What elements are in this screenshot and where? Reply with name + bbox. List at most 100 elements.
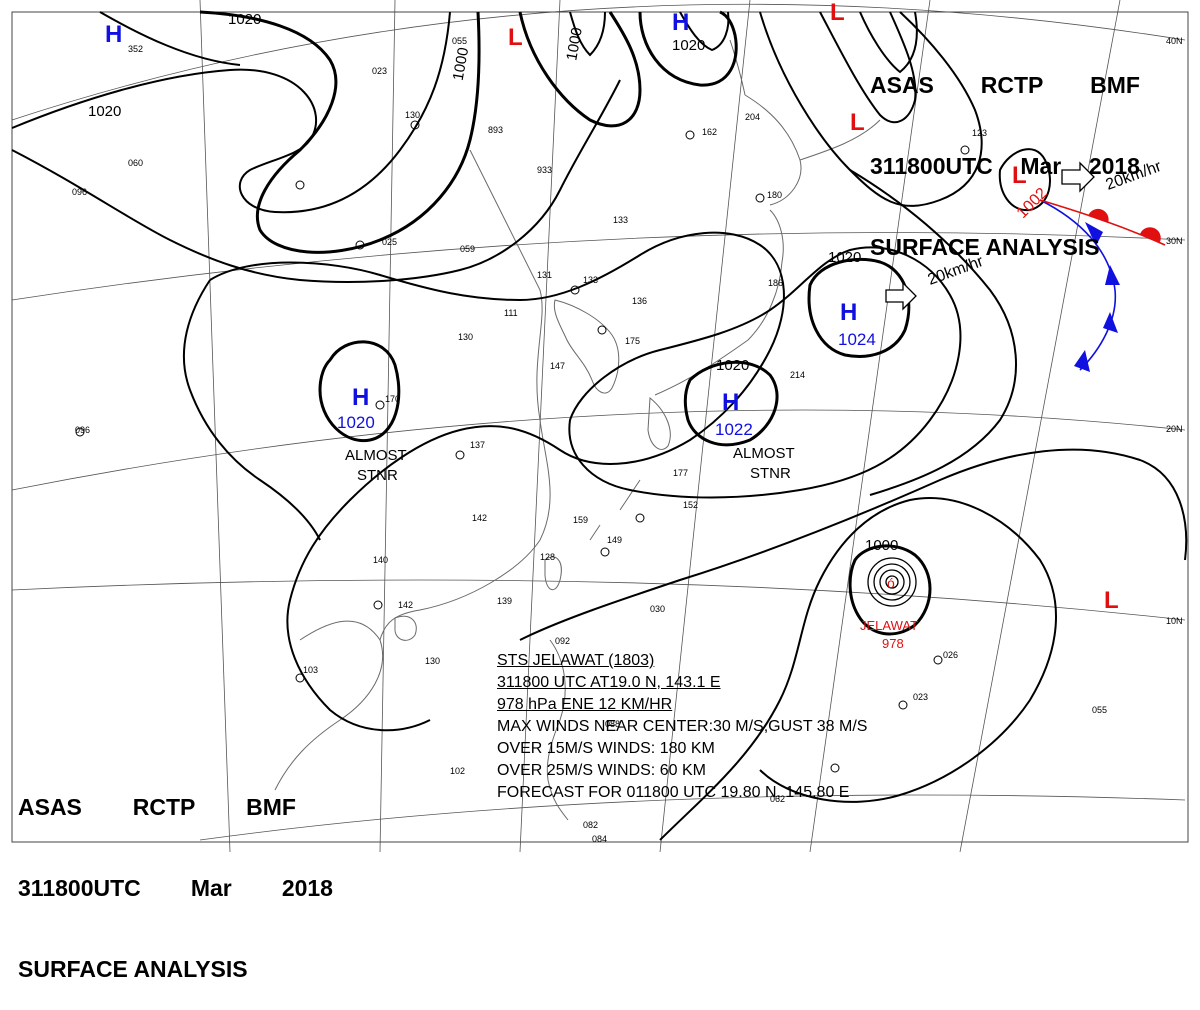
movement-arrow-icon [1061, 161, 1095, 193]
header-line1: ASAS RCTP BMF [18, 794, 296, 821]
station-value: 055 [452, 36, 467, 46]
isobar [11, 79, 621, 283]
high-symbol: H [722, 389, 739, 416]
storm-info-line: OVER 25M/S WINDS: 60 KM [497, 762, 706, 779]
isobar [819, 11, 917, 124]
isobar [849, 169, 1017, 496]
header-time: 311800UTC [870, 153, 993, 179]
low-symbol: L [1104, 587, 1119, 614]
header-code: BMF [1090, 72, 1140, 98]
station-value: 088 [605, 719, 620, 729]
cold-front-line [1039, 199, 1117, 371]
typhoon-pressure: 978 [882, 636, 904, 651]
station-value: 084 [592, 834, 607, 844]
hokkaido [744, 94, 802, 206]
low-symbol: L [1012, 162, 1027, 189]
station-value: 103 [303, 665, 318, 675]
isobar-label: 1020 [228, 11, 261, 28]
isobar [568, 246, 962, 499]
typhoon-ring [867, 557, 917, 607]
header-line3: SURFACE ANALYSIS [870, 234, 1100, 260]
station-value: 030 [650, 604, 665, 614]
station-value: 149 [607, 535, 622, 545]
station-marker [295, 180, 305, 190]
station-value: 096 [72, 187, 87, 197]
isobar-label: 1020 [716, 357, 749, 374]
isobar-label: 1020 [672, 37, 705, 54]
header-agency: ASAS [18, 794, 82, 820]
station-value: 062 [770, 794, 785, 804]
station-marker [373, 600, 383, 610]
korea-coast [553, 299, 620, 394]
isobar [518, 11, 642, 128]
storm-info-block: STS JELAWAT (1803) 311800 UTC AT19.0 N, … [497, 650, 967, 804]
header-agency: ASAS [870, 72, 934, 98]
station-value: 180 [767, 190, 782, 200]
station-markers [75, 120, 970, 773]
china-coast [379, 149, 551, 641]
station-marker [597, 325, 607, 335]
station-value: 082 [583, 820, 598, 830]
station-value: 026 [943, 650, 958, 660]
lon-line [379, 0, 396, 852]
lon-line [199, 0, 231, 852]
isobar [638, 10, 738, 87]
taiwan [544, 556, 562, 590]
header-time: 311800UTC [18, 875, 141, 901]
station-value: 159 [573, 515, 588, 525]
lat-10n-line [11, 579, 1186, 621]
sakhalin-kurils [729, 39, 881, 161]
status-label: STNR [357, 467, 398, 484]
header-month: Mar [1020, 153, 1062, 179]
isobar [807, 257, 911, 358]
isobars [11, 10, 1188, 841]
high-value: 1022 [715, 420, 753, 439]
station-value: 092 [555, 636, 570, 646]
isobar-label: 1000 [865, 537, 898, 554]
station-value: 025 [382, 237, 397, 247]
header-station: RCTP [980, 72, 1044, 98]
station-value: 060 [128, 158, 143, 168]
status-label: ALMOST [345, 447, 407, 464]
station-value: 128 [540, 552, 555, 562]
cold-front-barb [1085, 222, 1103, 246]
lat-label-30n: 30N [1166, 236, 1183, 246]
station-marker [455, 450, 465, 460]
lon-line [659, 0, 751, 852]
isobar [99, 11, 241, 66]
station-value: 140 [373, 555, 388, 565]
station-value: 023 [372, 66, 387, 76]
header-station: RCTP [132, 794, 196, 820]
station-value: 123 [972, 128, 987, 138]
storm-info-line: FORECAST FOR 011800 UTC 19.80 N, 145.80 … [497, 784, 850, 801]
storm-info-line: 978 hPa ENE 12 KM/HR [497, 696, 673, 713]
station-marker [685, 130, 695, 140]
station-marker [755, 193, 765, 203]
station-value: 142 [398, 600, 413, 610]
high-symbol: H [105, 21, 122, 48]
station-value: 352 [128, 44, 143, 54]
station-value: 111 [504, 308, 518, 318]
indochina-coast [274, 620, 384, 791]
lat-label-10n: 10N [1166, 616, 1183, 626]
lat-label-40n: 40N [1166, 36, 1183, 46]
isobar [11, 11, 451, 214]
lat-20n-line [11, 409, 1186, 491]
station-value: 175 [625, 336, 640, 346]
typhoon-ring [873, 563, 911, 601]
station-value: 137 [470, 440, 485, 450]
low-symbol: L [508, 24, 523, 51]
isobar-label: 1000 [563, 26, 586, 62]
header-line2: 311800UTC Mar 2018 [18, 875, 333, 902]
isobar [182, 279, 321, 541]
isobar [759, 11, 983, 207]
cold-front [1039, 199, 1120, 372]
station-value: 133 [583, 275, 598, 285]
high-symbol: H [352, 384, 369, 411]
station-value: 133 [613, 215, 628, 225]
japan-kyushu [647, 397, 671, 450]
station-marker [933, 655, 943, 665]
station-value: 204 [745, 112, 760, 122]
lon-line [959, 0, 1121, 852]
high-symbol: H [840, 299, 857, 326]
